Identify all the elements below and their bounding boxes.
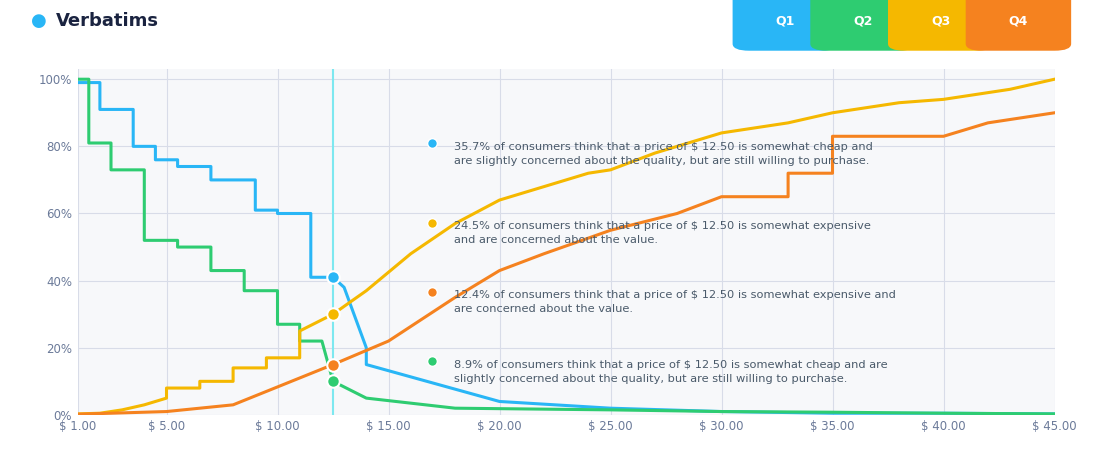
Text: 8.9% of consumers think that a price of $ 12.50 is somewhat cheap and are
slight: 8.9% of consumers think that a price of …: [454, 360, 887, 384]
Text: 35.7% of consumers think that a price of $ 12.50 is somewhat cheap and
are sligh: 35.7% of consumers think that a price of…: [454, 142, 872, 166]
Text: ●: ●: [31, 12, 47, 30]
Text: Q4: Q4: [1009, 14, 1028, 27]
Text: Verbatims: Verbatims: [56, 12, 159, 30]
Text: Q1: Q1: [776, 14, 795, 27]
Text: 12.4% of consumers think that a price of $ 12.50 is somewhat expensive and
are c: 12.4% of consumers think that a price of…: [454, 290, 896, 314]
Text: Q2: Q2: [854, 14, 872, 27]
Text: 24.5% of consumers think that a price of $ 12.50 is somewhat expensive
and are c: 24.5% of consumers think that a price of…: [454, 221, 870, 245]
Text: Q3: Q3: [931, 14, 950, 27]
